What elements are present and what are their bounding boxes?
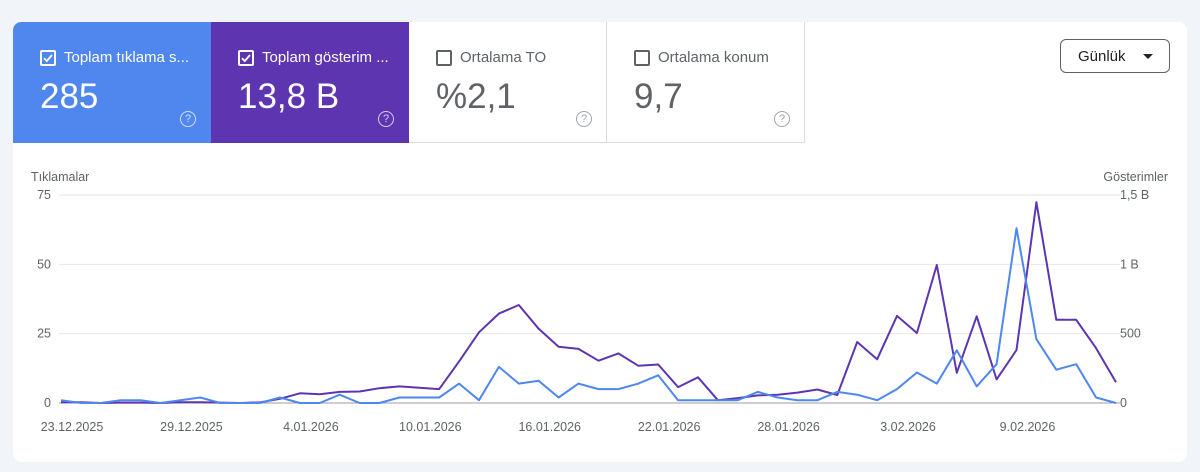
metric-header-ctr: Ortalama TO [436, 49, 596, 66]
checkbox-unchecked-icon[interactable] [634, 49, 650, 66]
metric-value: %2,1 [436, 77, 516, 116]
series-line-impressions[interactable] [61, 201, 1117, 404]
caret-down-icon [1143, 54, 1153, 59]
period-dropdown-value: Günlük [1078, 47, 1126, 65]
metric-tile-ctr[interactable]: Ortalama TO %2,1 ? [409, 22, 607, 143]
y-right-tick-label: 1,5 B [1120, 188, 1149, 202]
metric-header-clicks: Toplam tıklama s... [40, 49, 200, 66]
help-icon[interactable]: ? [378, 111, 394, 127]
metric-tile-clicks[interactable]: Toplam tıklama s... 285 ? [13, 22, 211, 143]
x-tick-label: 10.01.2026 [399, 420, 462, 434]
metric-tile-position[interactable]: Ortalama konum 9,7 ? [607, 22, 805, 143]
help-icon[interactable]: ? [774, 111, 790, 127]
metric-value: 9,7 [634, 77, 683, 116]
performance-chart: Tıklamalar Gösterimler 0 0 25 500 50 1 B 75 1,5… [31, 170, 1168, 434]
y-left-tick-label: 25 [37, 327, 51, 341]
period-dropdown[interactable]: Günlük [1060, 39, 1170, 73]
series-line-clicks[interactable] [60, 227, 1117, 404]
y-left-axis-title: Tıklamalar [31, 170, 89, 184]
y-right-axis-title: Gösterimler [1103, 170, 1168, 184]
y-left-tick-label: 50 [37, 257, 51, 271]
help-icon[interactable]: ? [180, 111, 196, 127]
help-icon[interactable]: ? [576, 111, 592, 127]
checkbox-unchecked-icon[interactable] [436, 49, 452, 66]
x-tick-label: 29.12.2025 [160, 420, 223, 434]
x-tick-label: 4.01.2026 [283, 420, 339, 434]
metric-header-impressions: Toplam gösterim ... [238, 49, 398, 66]
y-right-tick-label: 1 B [1120, 257, 1139, 271]
x-tick-label: 9.02.2026 [1000, 420, 1056, 434]
y-right-tick-label: 0 [1120, 396, 1127, 410]
performance-card: Toplam tıklama s... 285 ? Toplam gösteri… [13, 22, 1187, 462]
metric-value: 285 [40, 77, 99, 116]
y-left-tick-label: 75 [37, 188, 51, 202]
metric-value: 13,8 B [238, 77, 340, 116]
x-tick-label: 3.02.2026 [880, 420, 936, 434]
x-tick-label: 23.12.2025 [41, 420, 104, 434]
y-left-tick-label: 0 [44, 396, 51, 410]
metric-header-position: Ortalama konum [634, 49, 794, 66]
x-tick-label: 22.01.2026 [638, 420, 701, 434]
x-tick-label: 16.01.2026 [518, 420, 581, 434]
checkbox-checked-icon[interactable] [40, 49, 56, 66]
y-right-tick-label: 500 [1120, 327, 1141, 341]
metric-tile-impressions[interactable]: Toplam gösterim ... 13,8 B ? [211, 22, 409, 143]
checkbox-checked-icon[interactable] [238, 49, 254, 66]
x-tick-label: 28.01.2026 [757, 420, 820, 434]
